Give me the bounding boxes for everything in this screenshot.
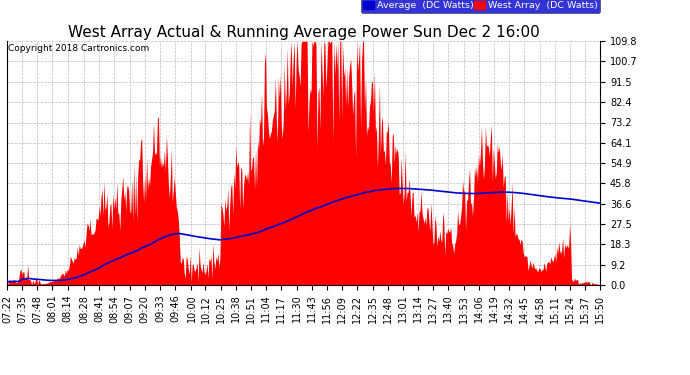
Text: Copyright 2018 Cartronics.com: Copyright 2018 Cartronics.com (8, 44, 150, 52)
Title: West Array Actual & Running Average Power Sun Dec 2 16:00: West Array Actual & Running Average Powe… (68, 25, 540, 40)
Legend: Average  (DC Watts), West Array  (DC Watts): Average (DC Watts), West Array (DC Watts… (361, 0, 600, 13)
